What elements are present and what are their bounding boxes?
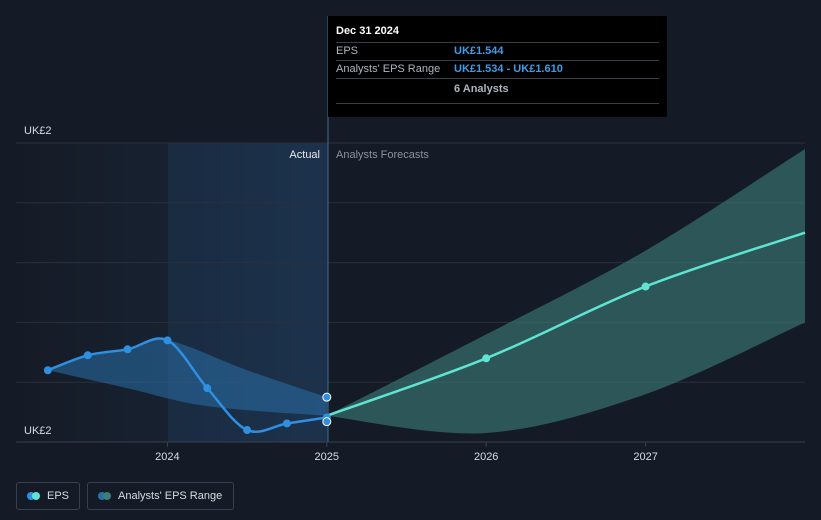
tooltip-range-value: UK£1.534 - UK£1.610 (454, 63, 563, 75)
tooltip-analysts-row: 6 Analysts (336, 78, 659, 104)
tooltip: Dec 31 2024 EPS UK£1.544 Analysts' EPS R… (328, 16, 667, 117)
eps-actual-point[interactable] (83, 351, 92, 360)
eps-actual-point[interactable] (203, 384, 212, 393)
eps-forecast-point[interactable] (482, 354, 491, 363)
forecast-region-label: Analysts Forecasts (336, 149, 429, 161)
eps-actual-point[interactable] (282, 419, 291, 428)
x-ticks: 2024 2025 2026 2027 (155, 442, 658, 463)
x-tick-label: 2027 (633, 451, 657, 463)
eps-actual-point[interactable] (123, 345, 132, 354)
x-tick-label: 2025 (315, 451, 339, 463)
actual-region-label: Actual (289, 149, 320, 161)
eps-actual-point[interactable] (243, 426, 252, 435)
eps-hover-point[interactable] (322, 417, 332, 427)
eps-actual-point[interactable] (43, 366, 52, 375)
x-tick-label: 2026 (474, 451, 498, 463)
y-bottom-label: UK£2 (24, 425, 52, 437)
legend-eps[interactable]: EPS (16, 482, 80, 510)
eps-range-actual-area (47, 339, 327, 416)
tooltip-analysts-count: 6 Analysts (454, 83, 509, 95)
tooltip-eps-row: EPS UK£1.544 (336, 42, 659, 60)
eps-forecast-point[interactable] (641, 282, 650, 291)
eps-range-legend-icon (98, 492, 111, 500)
eps-forecast-line (326, 231, 806, 417)
tooltip-eps-label: EPS (336, 45, 359, 57)
tooltip-range-label: Analysts' EPS Range (336, 63, 441, 75)
eps-points (43, 282, 650, 435)
x-tick-label: 2024 (155, 451, 179, 463)
legend-eps-label: EPS (47, 490, 70, 502)
eps-hover-point[interactable] (322, 392, 332, 402)
eps-range-forecast-area (326, 149, 805, 434)
y-top-label: UK£2 (24, 125, 52, 137)
tooltip-eps-value: UK£1.544 (454, 45, 504, 57)
tooltip-date: Dec 31 2024 (336, 25, 399, 37)
legend-eps-range[interactable]: Analysts' EPS Range (87, 482, 234, 510)
eps-legend-icon (27, 492, 40, 500)
eps-actual-point[interactable] (163, 336, 172, 345)
tooltip-range-row: Analysts' EPS Range UK£1.534 - UK£1.610 (336, 60, 659, 78)
legend-eps-range-label: Analysts' EPS Range (118, 490, 223, 502)
eps-actual-line (47, 337, 327, 434)
